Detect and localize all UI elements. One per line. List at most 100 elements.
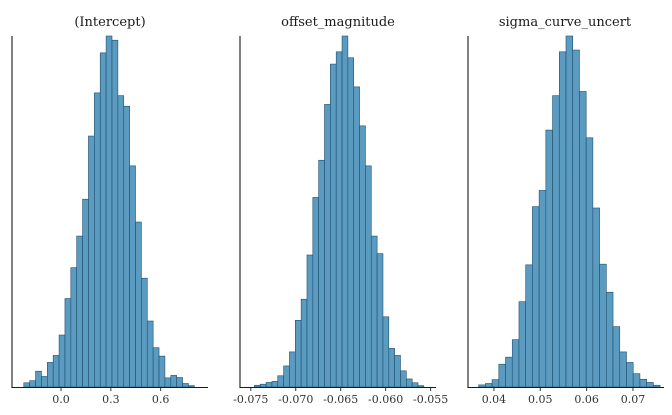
histogram-bar <box>312 197 319 388</box>
histogram-bar <box>23 382 30 388</box>
x-tick-label: 0.04 <box>482 393 507 406</box>
histogram-bar <box>271 381 279 388</box>
histogram-bar <box>170 375 177 388</box>
histogram-bar <box>632 373 641 388</box>
histogram-bar <box>565 35 574 388</box>
x-tick-label: -0.055 <box>413 393 448 406</box>
histogram-bar <box>498 363 506 388</box>
histogram-bar <box>129 165 136 388</box>
x-tick-label: 0.0 <box>52 393 70 406</box>
histogram-bar <box>365 165 372 388</box>
histogram-bar <box>626 362 634 388</box>
histogram-bar <box>376 253 384 388</box>
histogram-bar <box>289 351 296 388</box>
histogram-bar <box>164 377 172 388</box>
histogram-bar <box>141 277 148 388</box>
histogram-bar <box>35 370 42 388</box>
histogram-bar <box>478 384 486 388</box>
x-tick-label: 0.07 <box>621 393 646 406</box>
histogram-bar <box>146 320 154 388</box>
histogram-bar <box>619 351 627 388</box>
histogram-bar <box>639 378 647 388</box>
histogram-bar <box>518 301 526 388</box>
histogram-bar <box>394 355 401 388</box>
histogram-bar <box>538 190 547 388</box>
histogram-bar <box>491 379 500 388</box>
histogram-bar <box>525 264 533 388</box>
histogram-bar <box>265 382 273 388</box>
histogram-bar <box>599 263 607 388</box>
histogram-bar <box>318 159 325 388</box>
histogram-bar <box>330 63 337 388</box>
x-tick-label: -0.070 <box>278 393 313 406</box>
x-tick-label: -0.075 <box>233 393 268 406</box>
histogram-bar <box>254 384 261 388</box>
x-tick-label: 0.6 <box>152 393 170 406</box>
histogram-bar <box>382 316 390 388</box>
histogram-bar <box>579 91 587 388</box>
histogram-bar <box>411 382 419 388</box>
histogram-bar <box>511 339 520 388</box>
histogram-bar <box>152 347 160 388</box>
histogram-bar <box>572 49 580 388</box>
histogram-bar <box>105 35 113 388</box>
histogram-bar <box>359 125 366 388</box>
panel-title: sigma_curve_uncert <box>499 15 632 30</box>
histogram-bar <box>99 52 107 388</box>
histogram-bar <box>653 384 661 388</box>
histogram-bar <box>158 355 166 388</box>
histogram-bar <box>41 376 48 388</box>
histogram-bar <box>485 383 493 388</box>
x-tick-label: -0.065 <box>323 393 358 406</box>
histogram-bar <box>347 57 355 388</box>
histogram-bar <box>606 291 614 388</box>
panel-title: (Intercept) <box>74 15 145 30</box>
histogram-bar <box>52 355 60 388</box>
histogram-bar <box>505 356 513 388</box>
histogram-bar <box>94 92 101 388</box>
histogram-bar <box>176 377 183 388</box>
panel-intercept: (Intercept) 0.0 0.3 0.6 <box>11 15 208 406</box>
histogram-bar <box>306 254 314 388</box>
histogram-bar <box>532 206 540 388</box>
histogram-bar <box>353 86 360 388</box>
histogram-bar <box>558 51 567 388</box>
histogram-bar <box>64 298 72 388</box>
histogram-bar <box>300 298 308 388</box>
histogram-bar <box>585 137 594 388</box>
x-tick-label: -0.060 <box>368 393 403 406</box>
histogram-bar <box>552 95 560 388</box>
histogram-bar <box>47 362 54 388</box>
x-tick-label: 0.3 <box>102 393 120 406</box>
panel-title: offset_magnitude <box>281 15 395 30</box>
histogram-bar <box>400 370 407 388</box>
panel-offset-magnitude: offset_magnitude -0.075 -0.070 -0.065 -0.06… <box>233 15 448 406</box>
histogram-bar <box>406 378 413 388</box>
histogram-bar <box>592 207 600 388</box>
histogram-bar <box>277 375 284 388</box>
histogram-bar <box>612 326 621 388</box>
histogram-bar <box>388 348 395 388</box>
histogram-bar <box>182 383 189 388</box>
x-tick-label: 0.06 <box>574 393 599 406</box>
histogram-bar <box>417 385 425 388</box>
histogram-bar <box>324 104 331 388</box>
histogram-bar <box>111 39 119 388</box>
histogram-bar <box>29 380 36 388</box>
histogram-bar <box>70 267 78 388</box>
x-tick-label: 0.05 <box>528 393 553 406</box>
histogram-bar <box>335 51 343 388</box>
panel-sigma-curve-uncert: sigma_curve_uncert 0.04 0.05 0.06 0.07 <box>467 15 664 406</box>
histogram-bar <box>82 198 89 388</box>
histogram-bar <box>135 221 142 388</box>
histogram-bar <box>117 95 125 388</box>
histogram-bar <box>646 382 654 388</box>
histogram-bar <box>341 35 349 388</box>
histogram-bar <box>123 105 130 388</box>
histogram-bar <box>188 385 195 388</box>
histogram-bar <box>283 365 290 388</box>
histogram-bar <box>370 235 378 388</box>
histogram-bar <box>88 135 95 388</box>
histogram-bar <box>545 129 553 388</box>
